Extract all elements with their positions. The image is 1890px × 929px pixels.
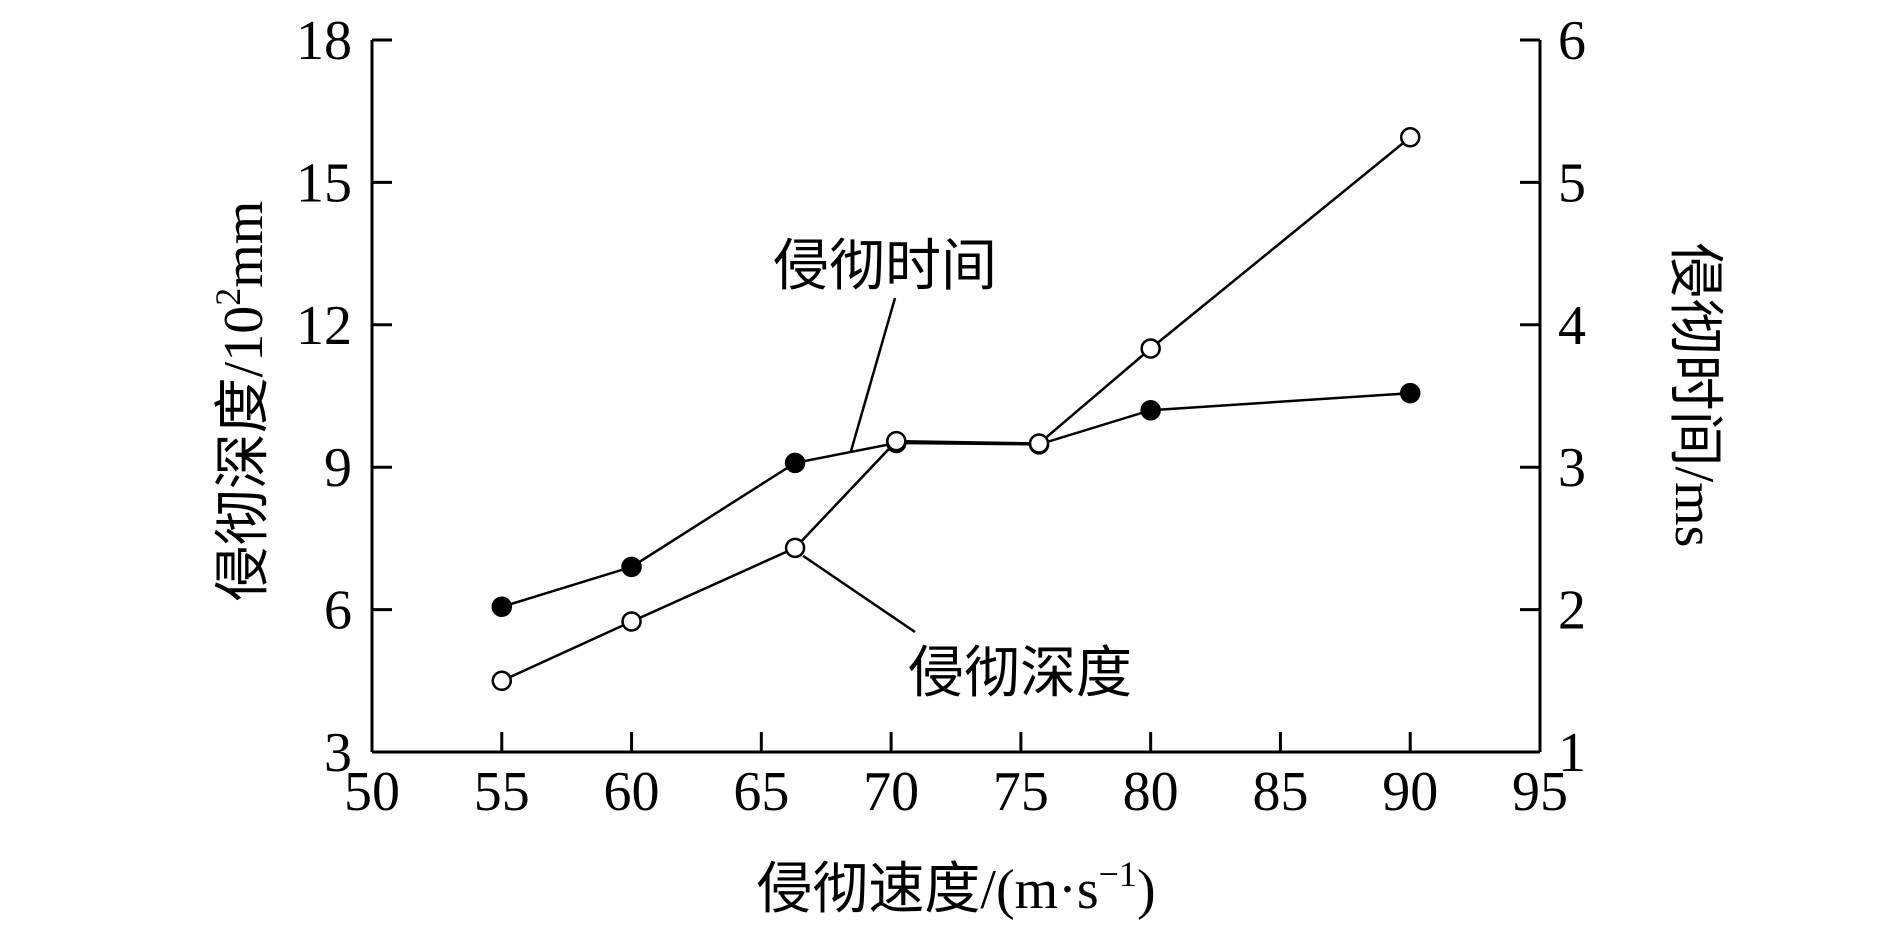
left-y-tick-label: 6 xyxy=(324,580,352,642)
right-y-tick-label: 3 xyxy=(1558,437,1586,499)
x-tick-label: 85 xyxy=(1252,761,1308,823)
data-point-depth xyxy=(491,670,513,692)
left-y-tick-label: 9 xyxy=(324,437,352,499)
x-tick-label: 95 xyxy=(1512,761,1568,823)
annotation-depth: 侵彻深度 xyxy=(908,643,1132,705)
x-tick-label: 70 xyxy=(863,761,919,823)
x-axis-title: 侵彻速度/(m·s−1) xyxy=(756,854,1155,921)
data-point-depth xyxy=(1028,433,1050,454)
left-y-tick-label: 18 xyxy=(296,10,352,72)
x-tick-label: 65 xyxy=(733,761,789,823)
data-point-depth xyxy=(1140,338,1161,359)
data-point-depth xyxy=(621,611,642,632)
x-tick-label: 50 xyxy=(344,761,400,823)
x-tick-label: 90 xyxy=(1382,761,1438,823)
x-tick-label: 75 xyxy=(993,761,1049,823)
series-line-depth xyxy=(501,136,1411,682)
right-y-tick-label: 5 xyxy=(1558,152,1586,214)
right-y-axis-title: 侵彻时间/ms xyxy=(1663,243,1725,548)
right-y-tick-label: 1 xyxy=(1558,722,1586,784)
right-y-tick-label: 6 xyxy=(1558,10,1586,72)
data-point-time xyxy=(784,452,806,474)
x-tick-label: 80 xyxy=(1123,761,1179,823)
x-tick-label: 55 xyxy=(474,761,530,823)
data-point-depth xyxy=(784,537,806,559)
left-y-tick-label: 3 xyxy=(324,722,352,784)
right-y-tick-label: 2 xyxy=(1558,580,1586,642)
annotation-time-leader xyxy=(849,297,897,453)
left-y-axis-title: 侵彻深度/102mm xyxy=(208,201,275,602)
data-point-depth xyxy=(1399,127,1421,148)
left-y-tick-label: 15 xyxy=(296,152,352,214)
annotation-depth-leader xyxy=(802,554,916,634)
right-y-tick-label: 4 xyxy=(1558,295,1586,357)
data-point-time xyxy=(621,556,642,578)
left-y-tick-label: 12 xyxy=(296,295,352,357)
x-tick-label: 60 xyxy=(604,761,660,823)
annotation-time: 侵彻时间 xyxy=(773,236,997,298)
data-point-time xyxy=(491,596,513,618)
data-point-depth xyxy=(886,430,907,452)
data-point-time xyxy=(1140,399,1161,421)
data-point-time xyxy=(1399,382,1421,404)
